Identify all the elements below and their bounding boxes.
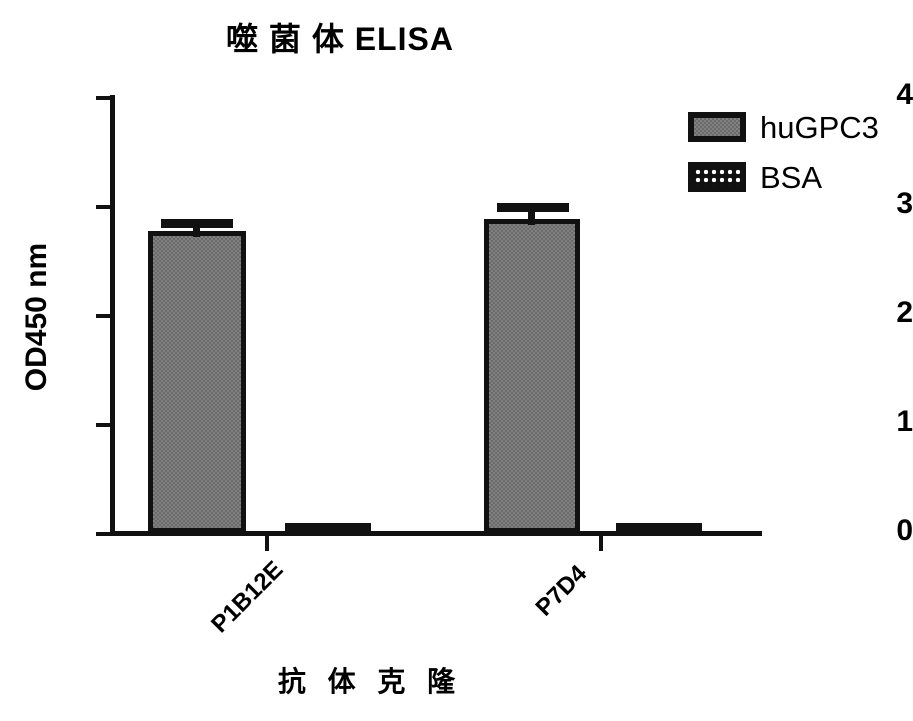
chart-figure: 噬 菌 体 ELISA 4 3 2 1 0 OD450 nm 抗 体 克 隆 [0,0,913,721]
errorbar-cap-p7d4-hugpc3 [497,203,569,212]
x-category-label-p1b12e: P1B12E [206,556,289,639]
bar-p1b12e-bsa [285,523,371,534]
x-axis-title: 抗 体 克 隆 [110,660,630,700]
y-tick-label-1: 1 [869,407,913,437]
bar-p7d4-hugpc3 [484,219,580,533]
x-tick-p7d4 [599,536,603,551]
y-tick-0 [96,532,112,536]
y-tick-label-2: 2 [869,298,913,328]
y-tick-2 [96,314,112,318]
errorbar-cap-p1b12e-hugpc3 [161,219,233,228]
legend-swatch-hugpc3 [688,112,746,142]
y-tick-3 [96,205,112,209]
x-category-label-p7d4: P7D4 [531,560,593,622]
y-tick-4 [96,96,112,100]
legend-swatch-bsa [688,162,746,192]
legend-entry-bsa: BSA [688,158,913,208]
y-axis-title: OD450 nm [20,187,54,447]
bar-p7d4-bsa [616,523,702,534]
y-tick-label-0: 0 [869,516,913,546]
x-tick-p1b12e [265,536,269,551]
legend: huGPC3 BSA [688,108,913,208]
bar-p1b12e-hugpc3 [148,231,246,533]
legend-entry-hugpc3: huGPC3 [688,108,913,158]
legend-label-bsa: BSA [760,156,822,200]
y-tick-1 [96,423,112,427]
legend-label-hugpc3: huGPC3 [760,106,879,150]
